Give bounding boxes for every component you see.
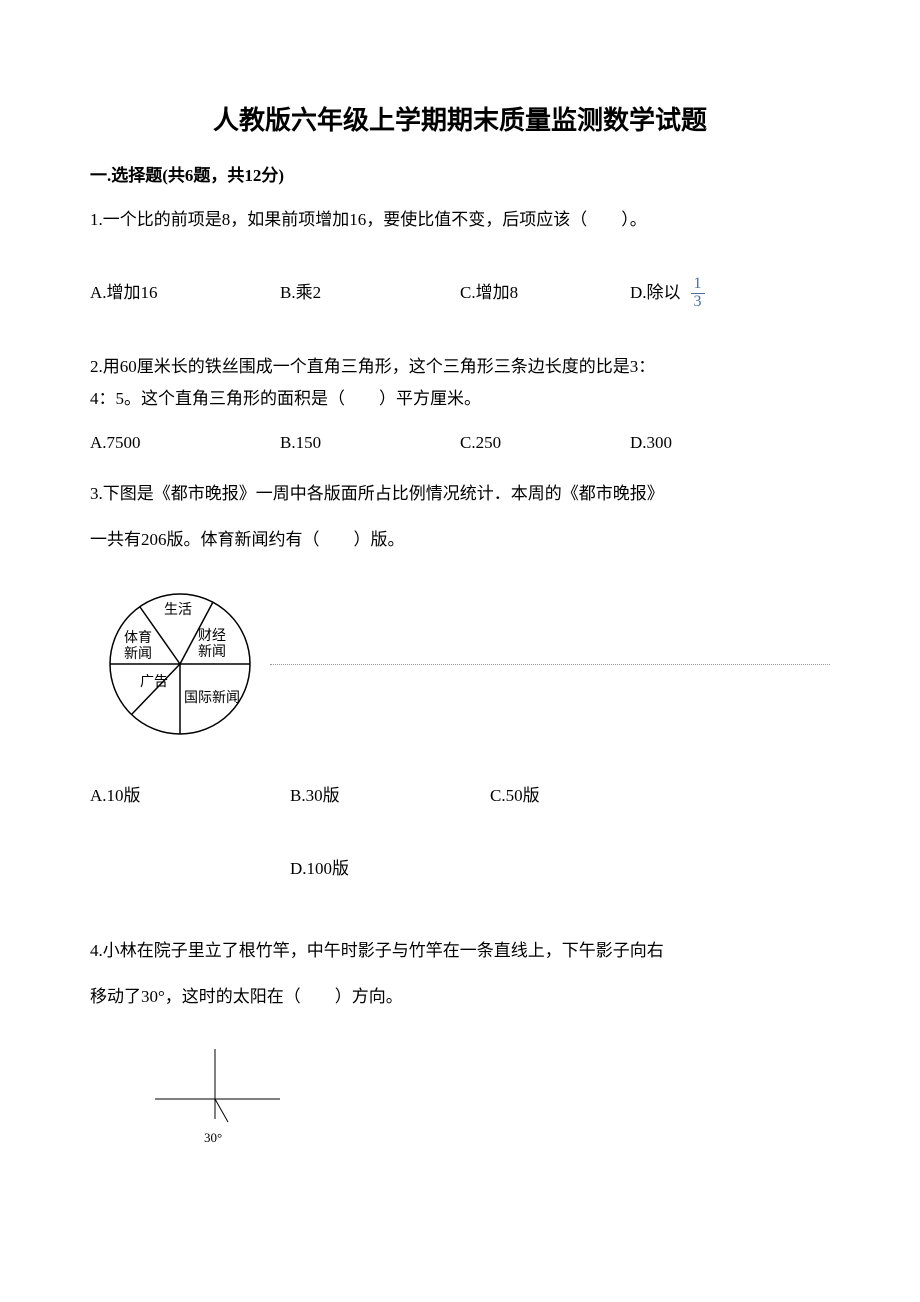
fraction-denominator: 3 [691, 294, 705, 311]
pie-label-finance2: 新闻 [198, 644, 226, 660]
section-1-header: 一.选择题(共6题，共12分) [90, 161, 830, 186]
question-1-text: 1.一个比的前项是8，如果前项增加16，要使比值不变，后项应该（ ）。 [90, 204, 830, 236]
fraction-numerator: 1 [691, 276, 705, 294]
angle-label: 30° [204, 1130, 222, 1145]
page-title: 人教版六年级上学期期末质量监测数学试题 [90, 100, 830, 137]
question-3: 3.下图是《都市晚报》一周中各版面所占比例情况统计．本周的《都市晚报》 一共有2… [90, 478, 830, 885]
question-4: 4.小林在院子里立了根竹竿，中午时影子与竹竿在一条直线上，下午影子向右 移动了3… [90, 935, 830, 1164]
pie-label-sports1: 体育 [124, 630, 152, 646]
q1-option-d: D.除以 1 3 [630, 276, 705, 311]
question-2-line1: 2.用60厘米长的铁丝围成一个直角三角形，这个三角形三条边长度的比是3： [90, 351, 830, 383]
pie-label-intl: 国际新闻 [184, 690, 240, 706]
question-4-line2: 移动了30°，这时的太阳在（ ）方向。 [90, 981, 830, 1013]
q2-option-c: C.250 [460, 427, 630, 459]
q1-option-d-label: D.除以 [630, 277, 681, 309]
question-1: 1.一个比的前项是8，如果前项增加16，要使比值不变，后项应该（ ）。 A.增加… [90, 204, 830, 311]
question-3-line1: 3.下图是《都市晚报》一周中各版面所占比例情况统计．本周的《都市晚报》 [90, 478, 830, 510]
pie-chart-svg: 生活 体育 新闻 财经 新闻 广告 国际新闻 [90, 584, 270, 744]
question-1-options: A.增加16 B.乘2 C.增加8 D.除以 1 3 [90, 276, 830, 311]
q2-option-d: D.300 [630, 427, 672, 459]
q3-option-c: C.50版 [490, 780, 670, 812]
question-3-options: A.10版 B.30版 C.50版 [90, 780, 830, 812]
question-2: 2.用60厘米长的铁丝围成一个直角三角形，这个三角形三条边长度的比是3： 4：5… [90, 351, 830, 460]
q3-option-d: D.100版 [290, 853, 830, 885]
angle-diagram: 30° [150, 1044, 300, 1164]
angle-diagram-svg: 30° [150, 1044, 300, 1164]
pie-label-ad: 广告 [140, 674, 168, 690]
q1-option-a: A.增加16 [90, 277, 280, 309]
pie-label-finance1: 财经 [198, 628, 226, 644]
q2-option-a: A.7500 [90, 427, 280, 459]
pie-chart: 生活 体育 新闻 财经 新闻 广告 国际新闻 [90, 584, 270, 744]
angle-ray [215, 1099, 228, 1122]
q3-option-b: B.30版 [290, 780, 490, 812]
pie-label-life: 生活 [164, 602, 192, 618]
q1-option-b: B.乘2 [280, 277, 460, 309]
dotted-guideline [270, 664, 830, 665]
question-2-line2: 4：5。这个直角三角形的面积是（ ）平方厘米。 [90, 383, 830, 415]
question-2-options: A.7500 B.150 C.250 D.300 [90, 427, 830, 459]
q3-option-a: A.10版 [90, 780, 290, 812]
pie-label-sports2: 新闻 [124, 646, 152, 662]
fraction-icon: 1 3 [691, 276, 705, 311]
question-4-line1: 4.小林在院子里立了根竹竿，中午时影子与竹竿在一条直线上，下午影子向右 [90, 935, 830, 967]
q1-option-c: C.增加8 [460, 277, 630, 309]
question-3-line2: 一共有206版。体育新闻约有（ ）版。 [90, 524, 830, 556]
q2-option-b: B.150 [280, 427, 460, 459]
